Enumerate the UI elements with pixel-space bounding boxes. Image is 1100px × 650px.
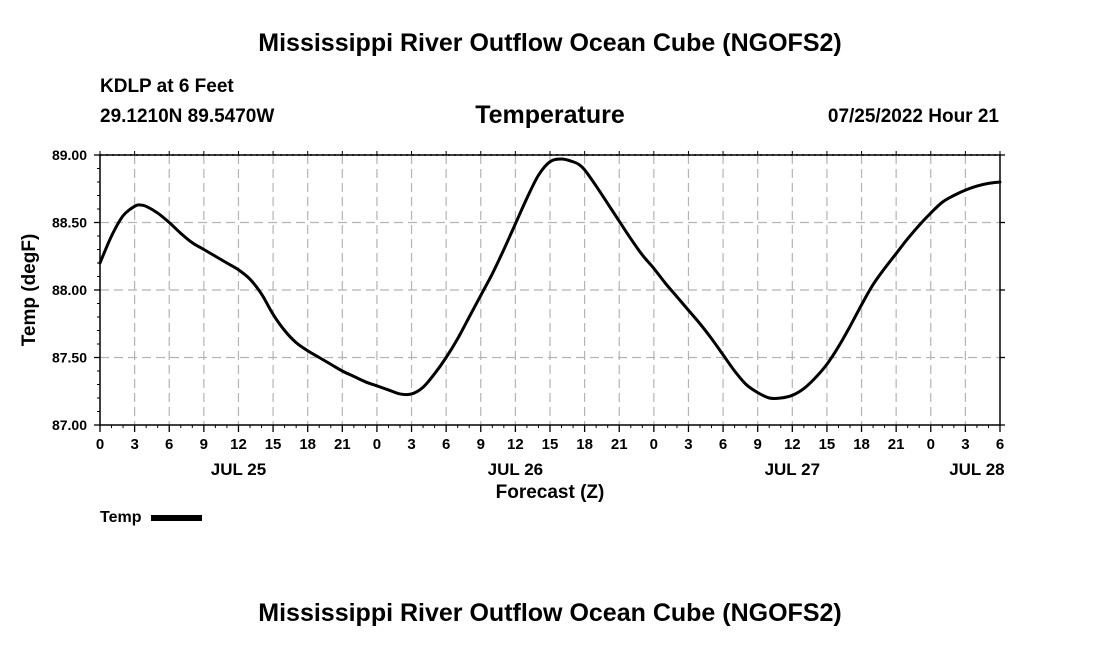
forecast-date: 07/25/2022 Hour 21 xyxy=(827,106,999,127)
x-tick-label: 6 xyxy=(165,436,173,453)
date-label: JUL 27 xyxy=(765,460,820,479)
temp-series-line xyxy=(98,157,1002,401)
x-tick-label: 15 xyxy=(819,436,836,453)
x-tick-label: 12 xyxy=(784,436,801,453)
x-tick-label: 21 xyxy=(611,436,628,453)
x-tick-label: 6 xyxy=(719,436,727,453)
x-tick-label: 21 xyxy=(888,436,905,453)
y-tick-label: 89.00 xyxy=(52,147,87,163)
x-tick-label: 0 xyxy=(373,436,381,453)
station-label: KDLP at 6 Feet xyxy=(100,76,234,97)
date-label: JUL 26 xyxy=(488,460,543,479)
x-tick-label: 9 xyxy=(477,436,485,453)
x-tick-label: 18 xyxy=(853,436,870,453)
chart-subtitle: Temperature xyxy=(475,101,625,129)
x-tick-label: 3 xyxy=(961,436,969,453)
legend-line-swatch xyxy=(151,515,203,521)
x-tick-label: 6 xyxy=(996,436,1004,453)
x-tick-label: 21 xyxy=(334,436,351,453)
legend: Temp xyxy=(100,509,203,527)
legend-label: Temp xyxy=(100,509,142,526)
y-tick-label: 88.00 xyxy=(52,282,87,298)
x-tick-label: 3 xyxy=(684,436,692,453)
x-tick-label: 0 xyxy=(927,436,935,453)
x-tick-label: 9 xyxy=(200,436,208,453)
footer-title: Mississippi River Outflow Ocean Cube (NG… xyxy=(258,599,842,627)
y-tick-label: 87.50 xyxy=(52,350,87,366)
x-tick-label: 18 xyxy=(576,436,593,453)
x-tick-label: 12 xyxy=(230,436,247,453)
y-tick-label: 87.00 xyxy=(52,417,87,433)
axis-tick-labels: 0 3 6 9 12 15 18 21 0 3 6 9 12 15 18 21 0 3 6 9 12 15 18 21 0 3 6 J… xyxy=(52,147,1005,479)
x-tick-label: 15 xyxy=(265,436,282,453)
y-tick-label: 88.50 xyxy=(52,215,87,231)
y-axis-label: Temp (degF) xyxy=(19,233,40,347)
x-tick-label: 0 xyxy=(96,436,104,453)
x-tick-label: 3 xyxy=(407,436,415,453)
coordinates-label: 29.1210N 89.5470W xyxy=(100,106,275,127)
x-axis-label: Forecast (Z) xyxy=(495,482,605,503)
x-tick-label: 15 xyxy=(542,436,559,453)
date-label: JUL 25 xyxy=(211,460,266,479)
x-tick-label: 6 xyxy=(442,436,450,453)
x-tick-label: 18 xyxy=(299,436,316,453)
x-tick-label: 0 xyxy=(650,436,658,453)
grid-lines xyxy=(100,154,1000,425)
axis-ticks xyxy=(94,151,1005,432)
chart-title: Mississippi River Outflow Ocean Cube (NG… xyxy=(258,29,842,57)
x-tick-label: 3 xyxy=(130,436,138,453)
date-label: JUL 28 xyxy=(949,460,1004,479)
x-tick-label: 9 xyxy=(754,436,762,453)
x-tick-label: 12 xyxy=(507,436,524,453)
